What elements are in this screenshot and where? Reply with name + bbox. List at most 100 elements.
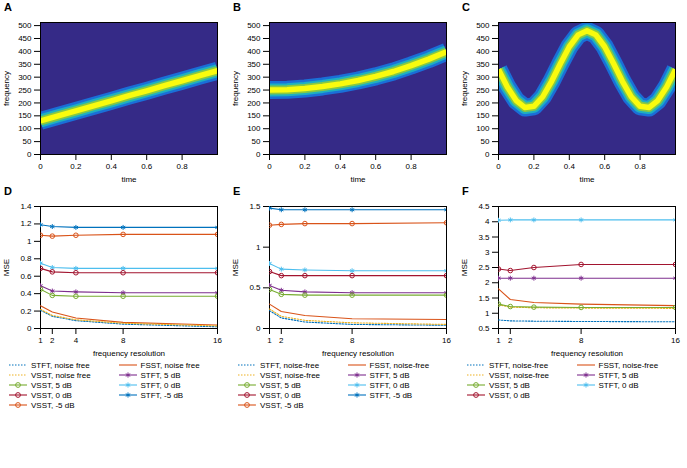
svg-text:0.4: 0.4	[564, 162, 576, 171]
svg-text:0: 0	[256, 324, 261, 333]
svg-text:0.2: 0.2	[70, 162, 82, 171]
svg-text:1.4: 1.4	[20, 202, 32, 211]
svg-text:1.5: 1.5	[478, 294, 490, 303]
svg-text:3.5: 3.5	[478, 233, 490, 242]
svg-text:0: 0	[267, 162, 272, 171]
svg-text:0.6: 0.6	[370, 162, 382, 171]
svg-text:time: time	[579, 175, 595, 184]
svg-text:0.5: 0.5	[478, 324, 490, 333]
svg-text:0: 0	[27, 324, 32, 333]
svg-text:2: 2	[50, 336, 55, 345]
svg-text:time: time	[121, 175, 137, 184]
svg-text:frequency: frequency	[2, 71, 11, 106]
svg-text:1: 1	[27, 237, 32, 246]
svg-text:0.4: 0.4	[106, 162, 118, 171]
svg-text:350: 350	[476, 60, 490, 69]
svg-text:MSE: MSE	[460, 259, 469, 276]
svg-text:4.5: 4.5	[478, 202, 490, 211]
svg-text:4: 4	[485, 217, 490, 226]
svg-text:400: 400	[247, 47, 261, 56]
svg-text:50: 50	[23, 137, 32, 146]
svg-text:2.5: 2.5	[478, 263, 490, 272]
svg-text:400: 400	[476, 47, 490, 56]
svg-text:2: 2	[508, 336, 513, 345]
svg-text:frequency resolution: frequency resolution	[322, 349, 394, 358]
svg-text:0: 0	[256, 150, 261, 159]
svg-text:50: 50	[481, 137, 490, 146]
svg-text:1: 1	[267, 336, 272, 345]
svg-text:MSE: MSE	[231, 259, 240, 276]
svg-text:0.2: 0.2	[20, 307, 32, 316]
svg-text:16: 16	[213, 336, 222, 345]
svg-text:0.5: 0.5	[249, 283, 261, 292]
svg-text:16: 16	[442, 336, 451, 345]
svg-text:time: time	[350, 175, 366, 184]
svg-text:300: 300	[18, 73, 32, 82]
svg-text:frequency resolution: frequency resolution	[551, 349, 623, 358]
svg-text:3: 3	[485, 248, 490, 257]
svg-text:2: 2	[485, 278, 490, 287]
svg-text:16: 16	[671, 336, 680, 345]
svg-text:200: 200	[476, 98, 490, 107]
svg-text:1: 1	[256, 243, 261, 252]
svg-text:8: 8	[350, 336, 355, 345]
svg-text:0: 0	[27, 150, 32, 159]
svg-text:150: 150	[18, 111, 32, 120]
svg-text:1: 1	[496, 336, 501, 345]
svg-text:1.2: 1.2	[20, 219, 32, 228]
svg-text:100: 100	[476, 124, 490, 133]
svg-text:300: 300	[476, 73, 490, 82]
svg-text:8: 8	[579, 336, 584, 345]
svg-text:500: 500	[18, 21, 32, 30]
svg-text:0: 0	[496, 162, 501, 171]
svg-text:MSE: MSE	[2, 259, 11, 276]
svg-text:0.8: 0.8	[635, 162, 647, 171]
svg-text:0.6: 0.6	[599, 162, 611, 171]
svg-text:0.4: 0.4	[20, 289, 32, 298]
svg-text:300: 300	[247, 73, 261, 82]
svg-text:0.6: 0.6	[20, 272, 32, 281]
svg-text:500: 500	[247, 21, 261, 30]
svg-text:4: 4	[74, 336, 79, 345]
svg-text:0.8: 0.8	[406, 162, 418, 171]
svg-text:200: 200	[18, 98, 32, 107]
svg-text:100: 100	[247, 124, 261, 133]
svg-text:100: 100	[18, 124, 32, 133]
svg-text:0: 0	[38, 162, 43, 171]
svg-text:0.4: 0.4	[335, 162, 347, 171]
svg-text:0.6: 0.6	[141, 162, 153, 171]
svg-text:150: 150	[476, 111, 490, 120]
svg-text:2: 2	[279, 336, 284, 345]
svg-text:350: 350	[247, 60, 261, 69]
svg-text:frequency resolution: frequency resolution	[93, 349, 165, 358]
svg-text:50: 50	[252, 137, 261, 146]
svg-text:250: 250	[247, 86, 261, 95]
html-text:STFT, 5 dB: STFT, 5 dB	[140, 370, 181, 380]
svg-text:450: 450	[18, 34, 32, 43]
svg-text:200: 200	[247, 98, 261, 107]
html-text:VSST, noise free: VSST, noise free	[31, 370, 91, 380]
svg-text:450: 450	[247, 34, 261, 43]
svg-text:0: 0	[485, 150, 490, 159]
svg-text:250: 250	[476, 86, 490, 95]
html-text:FSST, noise free: FSST, noise free	[140, 360, 200, 370]
svg-text:250: 250	[18, 86, 32, 95]
svg-text:450: 450	[476, 34, 490, 43]
html-text:STFT, 0 dB: STFT, 0 dB	[140, 380, 181, 390]
svg-text:0.8: 0.8	[177, 162, 189, 171]
svg-text:1.5: 1.5	[249, 202, 261, 211]
svg-text:frequency: frequency	[231, 71, 240, 106]
svg-text:0.2: 0.2	[299, 162, 311, 171]
svg-text:350: 350	[18, 60, 32, 69]
svg-text:1: 1	[38, 336, 43, 345]
svg-text:0.8: 0.8	[20, 254, 32, 263]
svg-text:400: 400	[18, 47, 32, 56]
svg-text:1: 1	[485, 309, 490, 318]
svg-text:0.2: 0.2	[528, 162, 540, 171]
svg-text:frequency: frequency	[460, 71, 469, 106]
svg-text:500: 500	[476, 21, 490, 30]
html-text:VSST, 5 dB: VSST, 5 dB	[31, 380, 72, 390]
svg-text:8: 8	[121, 336, 126, 345]
html-text:STFT, noise free: STFT, noise free	[31, 360, 90, 370]
svg-text:150: 150	[247, 111, 261, 120]
